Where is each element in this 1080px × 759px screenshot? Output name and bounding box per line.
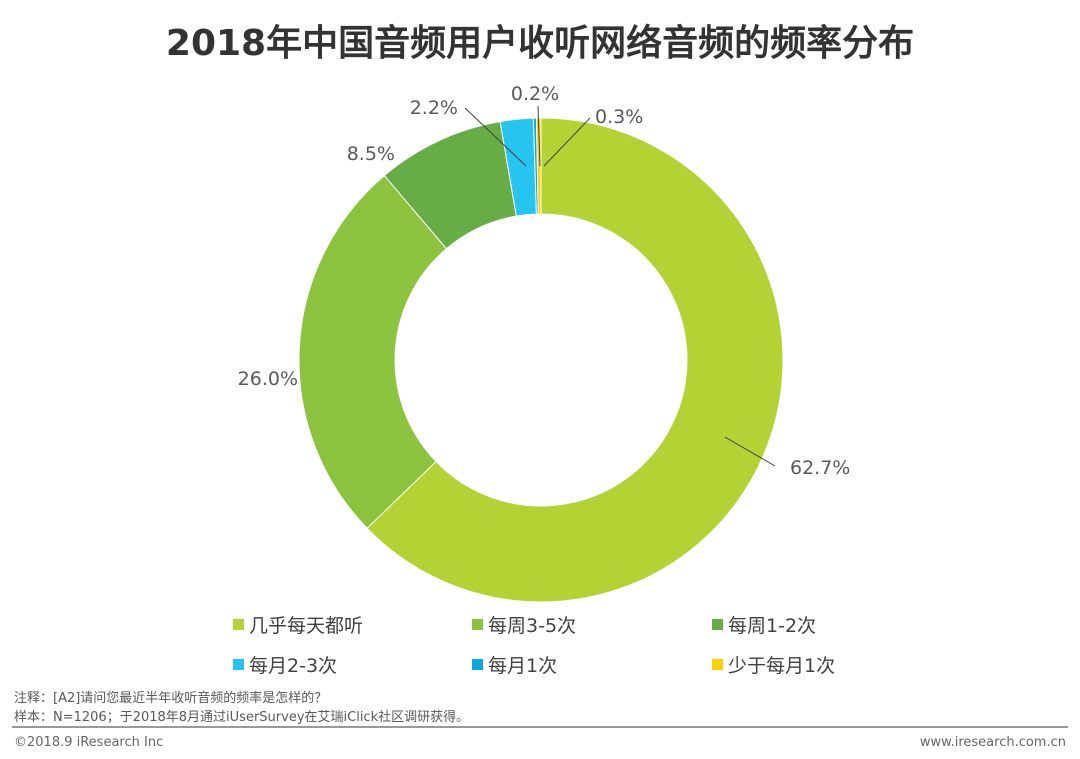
legend-item-1: 每周3-5次 <box>472 611 576 638</box>
data-label-3: 2.2% <box>410 97 458 119</box>
website-link[interactable]: www.iresearch.com.cn <box>919 735 1066 750</box>
legend-label: 每月1次 <box>488 655 558 677</box>
data-label-5: 0.3% <box>595 106 643 128</box>
footer-divider <box>12 726 1068 728</box>
data-label-1: 26.0% <box>238 368 298 390</box>
leader-line-0 <box>724 436 776 467</box>
legend-swatch <box>472 659 483 670</box>
legend-item-5: 少于每月1次 <box>712 651 835 678</box>
data-label-2: 8.5% <box>347 143 395 165</box>
legend-item-2: 每周1-2次 <box>712 611 816 638</box>
legend-swatch <box>712 619 723 630</box>
leader-line-3 <box>464 107 527 167</box>
legend-swatch <box>472 619 483 630</box>
legend-label: 每周3-5次 <box>488 615 577 637</box>
donut-slice-1 <box>298 174 448 529</box>
copyright: ©2018.9 iResearch Inc <box>14 735 164 750</box>
legend-item-3: 每月2-3次 <box>233 651 337 678</box>
legend-swatch <box>233 619 244 630</box>
legend-label: 几乎每天都听 <box>249 615 364 637</box>
legend-label: 每月2-3次 <box>249 655 338 677</box>
leader-line-4 <box>537 105 541 167</box>
footnote-question: 注释：[A2]请问您最近半年收听音频的频率是怎样的？ <box>14 691 328 706</box>
legend-swatch <box>712 659 723 670</box>
donut-slice-0 <box>366 117 784 603</box>
legend-item-0: 几乎每天都听 <box>233 611 363 638</box>
chart-title: 2018年中国音频用户收听网络音频的频率分布 <box>165 23 915 64</box>
footnote-sample: 样本：N=1206；于2018年8月通过iUserSurvey在艾瑞iClick… <box>14 710 470 725</box>
legend-item-4: 每月1次 <box>472 651 557 678</box>
leader-line-5 <box>543 117 591 167</box>
legend-swatch <box>233 659 244 670</box>
data-label-4: 0.2% <box>511 83 559 105</box>
data-label-0: 62.7% <box>790 457 850 479</box>
legend-label: 每周1-2次 <box>728 615 817 637</box>
legend-label: 少于每月1次 <box>728 655 836 677</box>
